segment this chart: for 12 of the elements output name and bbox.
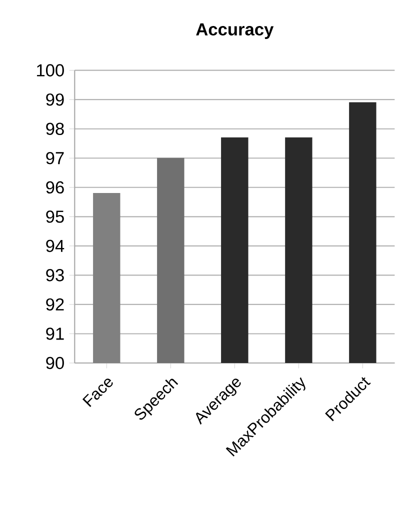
y-tick-label: 91	[46, 328, 64, 340]
y-tick-label: 95	[46, 210, 64, 223]
y-tick-label: 99	[46, 93, 64, 106]
y-tick-label: 96	[46, 181, 64, 194]
y-tick-label: 93	[46, 269, 64, 282]
y-tick-label: 94	[46, 240, 64, 252]
y-tick-label: 97	[46, 152, 64, 164]
y-tick-label: 90	[46, 356, 64, 370]
chart-title: Accuracy	[196, 23, 274, 39]
y-tick-label: 98	[46, 122, 64, 135]
y-tick-label: 92	[46, 298, 64, 311]
y-tick-label: 100	[37, 64, 64, 76]
